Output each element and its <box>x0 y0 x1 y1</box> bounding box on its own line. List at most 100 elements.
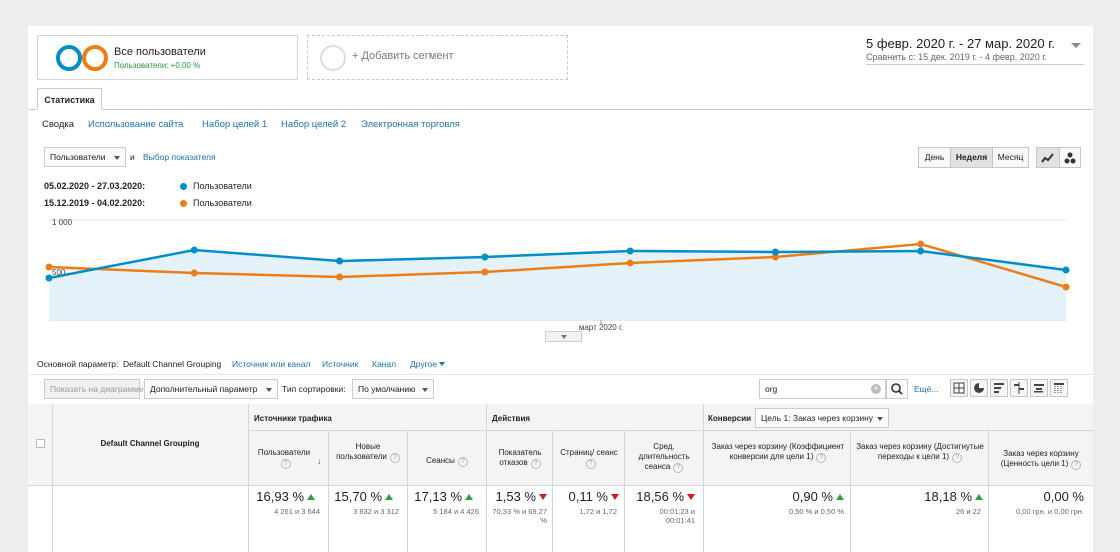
summary-goal-rate-sub: 0,50 % и 0,50 % <box>788 507 844 516</box>
subnav-goal-set-1[interactable]: Набор целей 1 <box>202 119 268 130</box>
and-label: и <box>130 152 135 162</box>
trend-down-icon <box>539 494 547 500</box>
subnav-ecommerce[interactable]: Электронная торговля <box>361 119 460 130</box>
summary-duration-value: 18,56 % <box>636 489 695 504</box>
col-header-avg-duration[interactable]: Сред. длительность сеанса? <box>628 442 700 473</box>
dim-column-header[interactable]: Default Channel Grouping <box>100 439 200 448</box>
caret-down-icon <box>439 362 446 366</box>
chevron-down-icon[interactable] <box>1071 43 1081 48</box>
data-point-2-0[interactable] <box>45 263 53 271</box>
help-icon[interactable]: ? <box>585 459 596 469</box>
legend-label-1: Пользователи <box>193 181 252 191</box>
comparison-view-icon[interactable] <box>1010 379 1028 397</box>
col-divider <box>988 430 989 552</box>
data-point-1-7[interactable] <box>1062 266 1070 274</box>
help-icon[interactable]: ? <box>816 453 827 463</box>
subnav-summary[interactable]: Сводка <box>42 119 75 130</box>
summary-goal-rate-value: 0,90 % <box>793 489 844 504</box>
sort-type-value: По умолчанию <box>358 384 416 394</box>
legend-range-2: 15.12.2019 - 04.02.2020: <box>44 198 146 208</box>
header-divider <box>28 485 1093 486</box>
month-button[interactable]: Месяц <box>992 147 1029 168</box>
col-header-pages-per-session[interactable]: Страниц/ сеанс? <box>556 448 622 469</box>
col-header-goal-value[interactable]: Заказ через корзину (Ценность цели 1)? <box>991 449 1091 470</box>
data-point-2-1[interactable] <box>190 269 198 277</box>
data-point-2-6[interactable] <box>917 240 925 248</box>
trend-up-icon <box>307 494 315 500</box>
line-chart-icon[interactable] <box>1036 147 1060 168</box>
sort-arrow-icon[interactable]: ↓ <box>317 456 322 466</box>
pie-view-icon[interactable] <box>970 379 988 397</box>
data-point-1-2[interactable] <box>336 257 344 265</box>
bar-view-icon[interactable] <box>990 379 1008 397</box>
chart-collapse-handle[interactable] <box>545 331 582 342</box>
col-header-sessions[interactable]: Сеансы? <box>410 456 484 467</box>
summary-goal-completions-sub: 26 и 22 <box>955 507 981 516</box>
tab-statistics[interactable]: Статистика <box>37 88 102 110</box>
col-divider <box>552 430 553 552</box>
data-point-1-3[interactable] <box>481 253 489 261</box>
data-point-2-4[interactable] <box>626 259 634 267</box>
primary-dimension-label: Основной параметр: <box>37 359 119 369</box>
search-button[interactable] <box>886 379 908 399</box>
segment-card-all-users[interactable]: Все пользователи Пользователи: +0,00 % <box>37 35 298 80</box>
dimension-source[interactable]: Источник <box>322 359 359 369</box>
clear-icon[interactable]: × <box>871 384 881 394</box>
date-range[interactable]: 5 февр. 2020 г. - 27 мар. 2020 г. <box>866 36 1055 51</box>
help-icon[interactable]: ? <box>673 463 684 473</box>
col-header-goal-completions[interactable]: Заказ через корзину (Достигнутые переход… <box>854 442 986 463</box>
help-icon[interactable]: ? <box>1071 460 1082 470</box>
dimension-medium[interactable]: Канал <box>372 359 397 369</box>
col-header-goal-rate-label: Заказ через корзину (Коэффициент конверс… <box>711 442 845 461</box>
help-icon[interactable]: ? <box>530 459 541 469</box>
summary-sessions-text: 17,13 % <box>414 489 462 504</box>
motion-chart-icon[interactable] <box>1059 147 1081 168</box>
col-header-goal-value-label: Заказ через корзину (Ценность цели 1) <box>1000 449 1079 468</box>
table-search-input[interactable]: org × <box>759 379 886 399</box>
col-divider <box>624 430 625 552</box>
add-segment-label: + Добавить сегмент <box>352 50 454 62</box>
series-line-1 <box>48 248 1067 280</box>
select-all-checkbox[interactable] <box>36 439 45 448</box>
pivot-view-icon[interactable] <box>1050 379 1068 397</box>
dimension-other[interactable]: Другое <box>410 359 446 369</box>
data-point-2-5[interactable] <box>771 253 779 261</box>
summary-sessions-value: 17,13 % <box>414 489 473 504</box>
term-cloud-icon[interactable] <box>1030 379 1048 397</box>
col-header-bounce-rate[interactable]: Показатель отказов? <box>489 448 551 469</box>
series-line-2 <box>48 242 1067 289</box>
data-point-1-5[interactable] <box>771 248 779 256</box>
day-button[interactable]: День <box>918 147 951 168</box>
help-icon[interactable]: ? <box>280 459 291 469</box>
add-segment-button[interactable]: + Добавить сегмент <box>307 35 568 80</box>
goal-select-value: Цель 1: Заказ через корзину <box>761 413 874 423</box>
data-point-2-7[interactable] <box>1062 283 1070 291</box>
data-point-1-4[interactable] <box>626 247 634 255</box>
sort-type-select[interactable]: По умолчанию <box>352 379 434 399</box>
data-point-1-0[interactable] <box>45 274 53 282</box>
col-header-goal-conversion-rate[interactable]: Заказ через корзину (Коэффициент конверс… <box>708 442 848 463</box>
help-icon[interactable]: ? <box>952 453 963 463</box>
data-point-1-1[interactable] <box>190 246 198 254</box>
subnav-site-usage[interactable]: Использование сайта <box>88 119 184 130</box>
trend-down-icon <box>687 494 695 500</box>
help-icon[interactable]: ? <box>389 453 400 463</box>
legend-item-2: Пользователи <box>180 198 252 208</box>
data-point-2-3[interactable] <box>481 268 489 276</box>
metric-select[interactable]: Пользователи <box>44 147 126 167</box>
col-header-users[interactable]: Пользователи? <box>254 448 314 469</box>
goal-select[interactable]: Цель 1: Заказ через корзину <box>755 408 889 428</box>
col-header-new-users[interactable]: Новые пользователи? <box>332 442 404 463</box>
col-header-users-label: Пользователи <box>257 448 311 457</box>
help-icon[interactable]: ? <box>457 457 468 467</box>
more-options-link[interactable]: Ещё... <box>914 384 939 394</box>
data-point-2-2[interactable] <box>336 273 344 281</box>
subnav-goal-set-2[interactable]: Набор целей 2 <box>281 119 347 130</box>
plot-rows-button[interactable]: Показать на диаграмме <box>44 379 144 399</box>
secondary-dimension-select[interactable]: Дополнительный параметр <box>144 379 278 399</box>
table-view-icon[interactable] <box>950 379 968 397</box>
data-point-1-6[interactable] <box>917 247 925 255</box>
week-button[interactable]: Неделя <box>950 147 993 168</box>
dimension-source-medium[interactable]: Источник или канал <box>232 359 311 369</box>
choose-metric-link[interactable]: Выбор показателя <box>143 152 216 162</box>
